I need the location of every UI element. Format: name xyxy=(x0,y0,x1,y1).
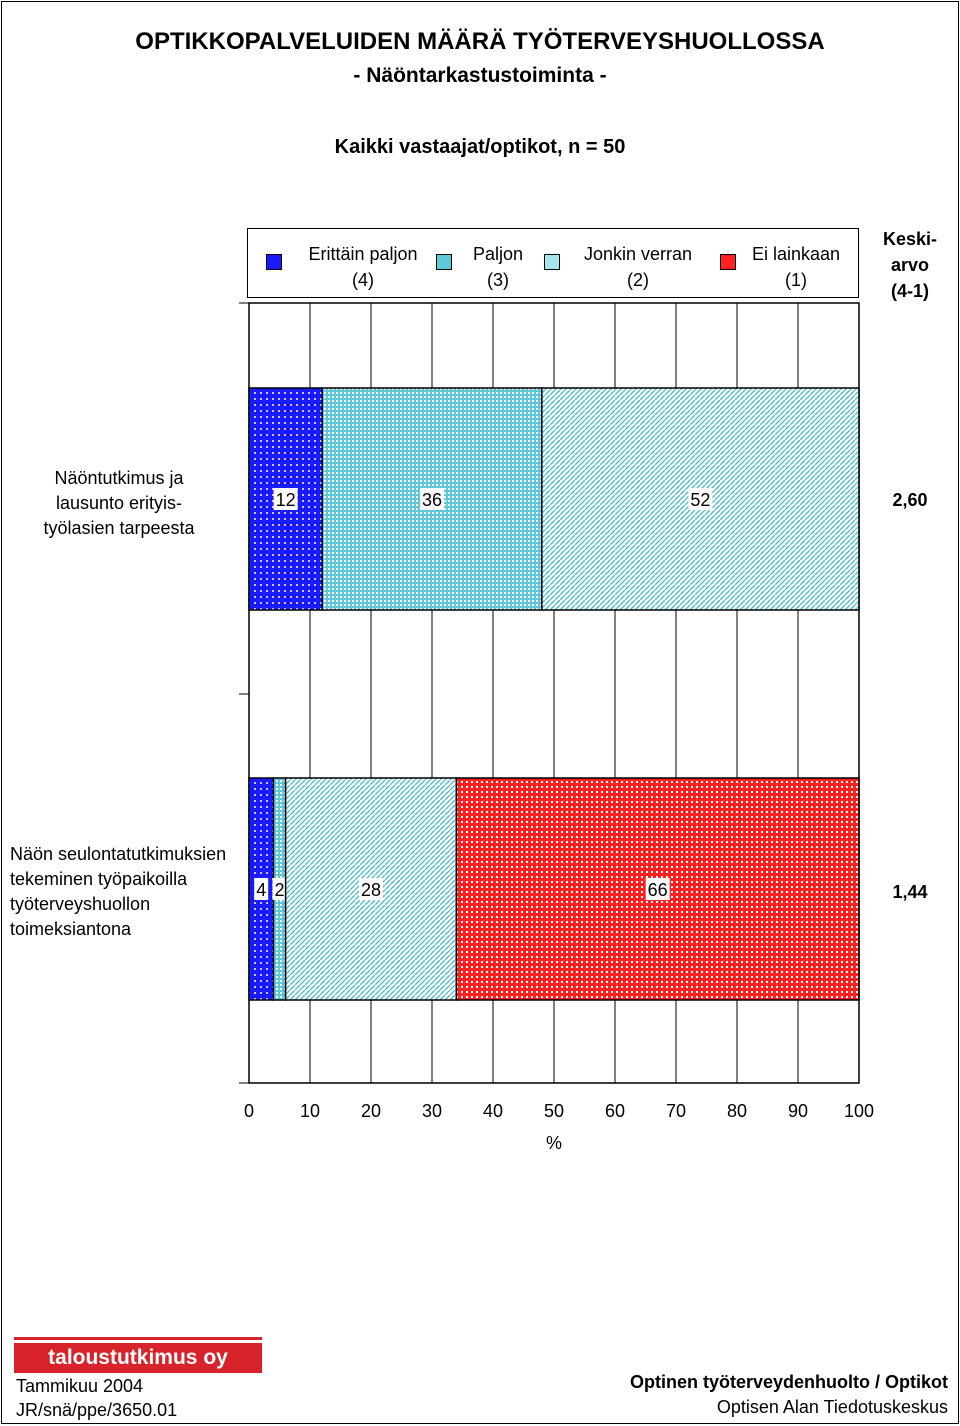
row-label-1: Näöntutkimus ja lausunto erityis- työlas… xyxy=(0,466,238,541)
row-label-2: Näön seulontatutkimuksien tekeminen työp… xyxy=(10,842,246,942)
sample-description: Kaikki vastaajat/optikot, n = 50 xyxy=(334,136,626,158)
row-label-line: lausunto erityis- xyxy=(55,493,183,513)
legend-swatch-much xyxy=(436,254,452,270)
footer-date: Tammikuu 2004 xyxy=(16,1376,144,1396)
data-label: 4 xyxy=(256,880,266,900)
chart-bars: 12 36 52 4 2 28 66 xyxy=(248,387,860,1001)
legend-swatch-not-at-all xyxy=(720,254,736,270)
data-label: 66 xyxy=(648,880,668,900)
mean-header-line: Keski- xyxy=(882,229,938,249)
data-label-background xyxy=(420,488,444,510)
row-label-line: toimeksiantona xyxy=(10,919,132,939)
x-axis-label: % xyxy=(546,1133,562,1153)
legend-code: (3) xyxy=(487,270,509,290)
row-label-line: työterveyshuollon xyxy=(10,894,151,914)
x-tick-label: 70 xyxy=(666,1101,686,1121)
data-label: 52 xyxy=(690,490,710,510)
data-label-background xyxy=(273,488,298,510)
footer-code: JR/snä/ppe/3650.01 xyxy=(16,1400,178,1420)
x-axis: 0 10 20 30 40 50 60 70 80 90 100% xyxy=(239,302,874,1153)
legend-item-very-much: Erittäin paljon (4) xyxy=(288,241,438,293)
x-tick-label: 10 xyxy=(300,1101,320,1121)
row-label-line: Näön seulontatutkimuksien xyxy=(10,844,227,864)
x-tick-label: 20 xyxy=(361,1101,381,1121)
legend-label: Ei lainkaan xyxy=(751,244,841,264)
data-label-background xyxy=(254,878,269,900)
footer-organization: Optisen Alan Tiedotuskeskus xyxy=(716,1397,948,1417)
page-title: OPTIKKOPALVELUIDEN MÄÄRÄ TYÖTERVEYSHUOLL… xyxy=(135,28,825,55)
x-tick-label: 90 xyxy=(788,1101,808,1121)
stacked-bar-chart: 12 36 52 4 2 28 66 0 10 20 30 40 50 60 70 80 90 100% xyxy=(239,302,874,1153)
legend-label: Paljon xyxy=(472,244,524,264)
row-label-line: Näöntutkimus ja xyxy=(54,468,184,488)
x-tick-label: 50 xyxy=(544,1101,564,1121)
legend-item-not-at-all: Ei lainkaan (1) xyxy=(738,241,854,293)
x-tick-label: 80 xyxy=(727,1101,747,1121)
footer-report-title: Optinen työterveydenhuolto / Optikot xyxy=(629,1372,948,1392)
data-label: 12 xyxy=(276,490,296,510)
legend-item-much: Paljon (3) xyxy=(458,241,538,293)
data-label-background xyxy=(645,878,670,900)
data-label-background xyxy=(688,488,713,510)
legend-code: (2) xyxy=(627,270,649,290)
mean-header-line: (4-1) xyxy=(890,281,929,301)
row-mean-2: 1,44 xyxy=(892,882,928,902)
legend-swatch-some xyxy=(544,254,560,270)
data-label: 2 xyxy=(274,880,284,900)
legend-label: Jonkin verran xyxy=(583,244,693,264)
legend-code: (4) xyxy=(352,270,374,290)
x-tick-label: 100 xyxy=(844,1101,874,1121)
data-label-background xyxy=(359,878,383,900)
row-mean-1: 2,60 xyxy=(892,490,928,510)
legend-code: (1) xyxy=(785,270,807,290)
mean-column-header: Keski- arvo (4-1) xyxy=(862,226,958,304)
chart-legend: Erittäin paljon (4) Paljon (3) Jonkin ve… xyxy=(247,228,859,298)
legend-swatch-very-much xyxy=(266,254,282,270)
legend-label: Erittäin paljon xyxy=(308,244,418,264)
data-label-background xyxy=(272,878,287,900)
row-label-line: työlasien tarpeesta xyxy=(43,518,195,538)
taloustutkimus-logo: taloustutkimus oy xyxy=(14,1340,262,1373)
legend-item-some: Jonkin verran (2) xyxy=(568,241,708,293)
x-tick-label: 0 xyxy=(244,1101,254,1121)
data-label: 28 xyxy=(361,880,381,900)
mean-header-line: arvo xyxy=(890,255,930,275)
page-subtitle: - Näöntarkastustoiminta - xyxy=(353,64,607,87)
x-tick-label: 40 xyxy=(483,1101,503,1121)
x-tick-label: 60 xyxy=(605,1101,625,1121)
row-label-line: tekeminen työpaikoilla xyxy=(10,869,188,889)
x-tick-label: 30 xyxy=(422,1101,442,1121)
data-label: 36 xyxy=(422,490,442,510)
